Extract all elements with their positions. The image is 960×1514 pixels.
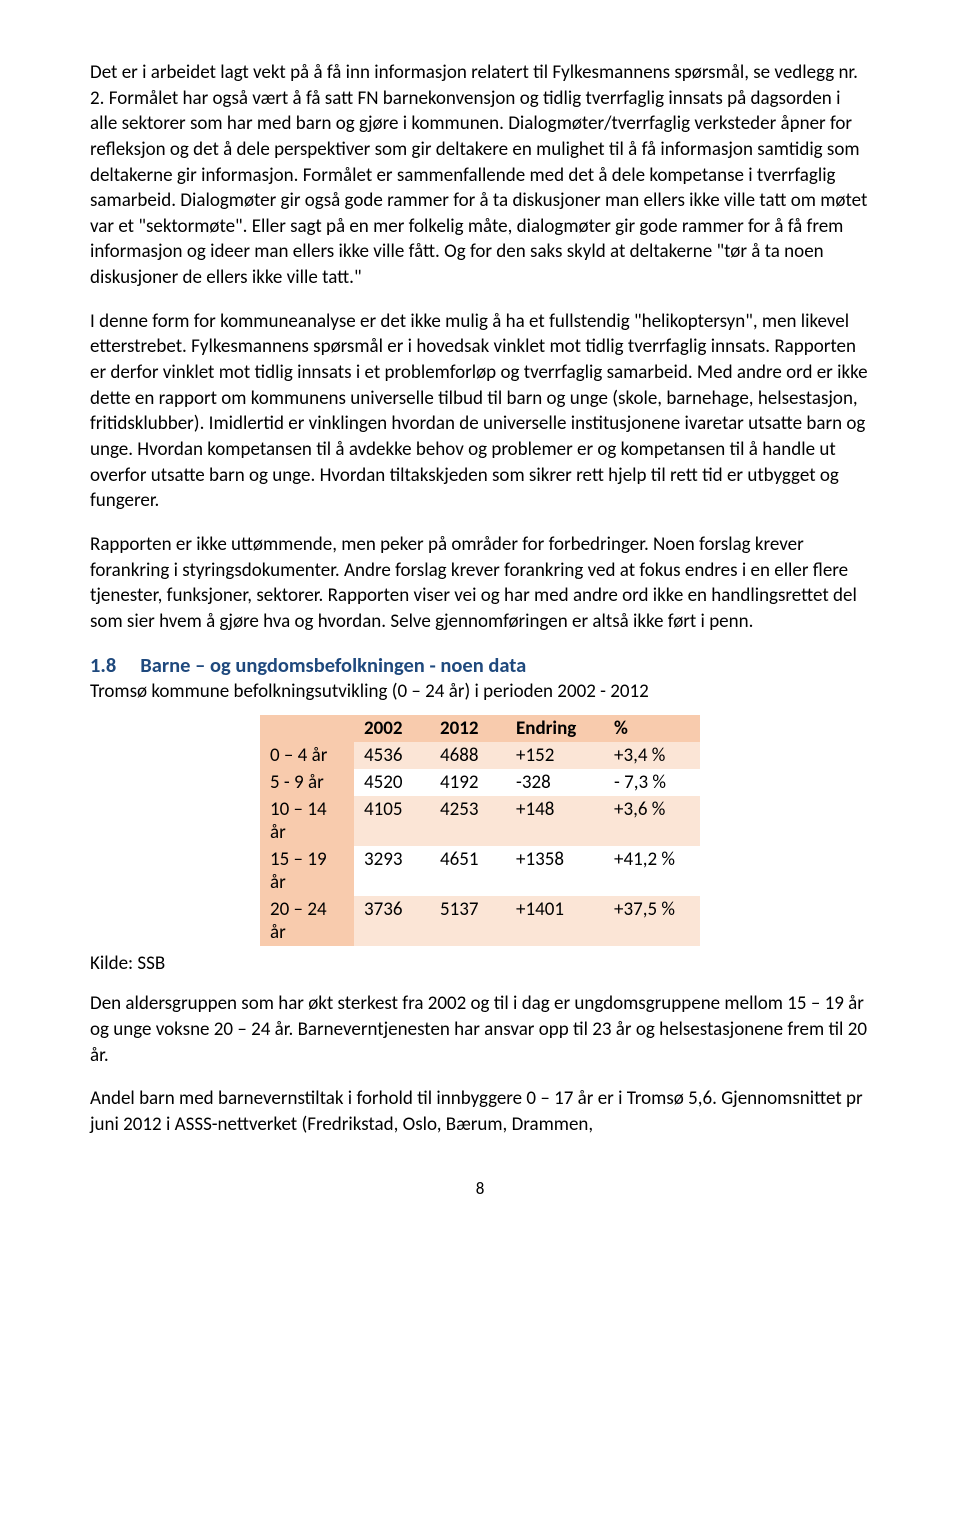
table-cell: +1358	[506, 846, 604, 896]
table-source: Kilde: SSB	[90, 952, 870, 975]
section-title: Barne – og ungdomsbefolkningen - noen da…	[140, 652, 526, 678]
table-cell: 3736	[354, 896, 430, 946]
table-cell: 4105	[354, 796, 430, 846]
table-cell: 4651	[430, 846, 506, 896]
paragraph-2: I denne form for kommuneanalyse er det i…	[90, 309, 870, 514]
table-cell: 4253	[430, 796, 506, 846]
table-cell: 3293	[354, 846, 430, 896]
paragraph-3: Rapporten er ikke uttømmende, men peker …	[90, 532, 870, 635]
section-heading: 1.8 Barne – og ungdomsbefolkningen - noen…	[90, 652, 870, 678]
table-cell: 0 – 4 år	[260, 742, 354, 769]
paragraph-4: Den aldersgruppen som har økt sterkest f…	[90, 991, 870, 1068]
table-caption: Tromsø kommune befolkningsutvikling (0 –…	[90, 680, 870, 703]
table-cell: 15 – 19 år	[260, 846, 354, 896]
table-row: 10 – 14 år41054253+148+3,6 %	[260, 796, 700, 846]
table-cell: 5137	[430, 896, 506, 946]
table-cell: -328	[506, 769, 604, 796]
col-blank	[260, 715, 354, 742]
table-body: 0 – 4 år45364688+152+3,4 %5 - 9 år452041…	[260, 742, 700, 946]
table-cell: 5 - 9 år	[260, 769, 354, 796]
table-row: 20 – 24 år37365137+1401+37,5 %	[260, 896, 700, 946]
table-cell: +3,6 %	[604, 796, 700, 846]
document-page: Det er i arbeidet lagt vekt på å få inn …	[0, 0, 960, 1239]
table-cell: +37,5 %	[604, 896, 700, 946]
paragraph-5: Andel barn med barnevernstiltak i forhol…	[90, 1086, 870, 1137]
paragraph-1: Det er i arbeidet lagt vekt på å få inn …	[90, 60, 870, 291]
section-number: 1.8	[90, 652, 116, 678]
table-cell: 4536	[354, 742, 430, 769]
table-cell: +148	[506, 796, 604, 846]
table-row: 5 - 9 år45204192-328- 7,3 %	[260, 769, 700, 796]
page-number: 8	[90, 1178, 870, 1199]
table-cell: 20 – 24 år	[260, 896, 354, 946]
table-header-row: 2002 2012 Endring %	[260, 715, 700, 742]
col-endring: Endring	[506, 715, 604, 742]
table-cell: 4520	[354, 769, 430, 796]
table-cell: +3,4 %	[604, 742, 700, 769]
col-2002: 2002	[354, 715, 430, 742]
population-table: 2002 2012 Endring % 0 – 4 år45364688+152…	[260, 715, 700, 946]
table-cell: +152	[506, 742, 604, 769]
table-cell: 4688	[430, 742, 506, 769]
table-cell: 10 – 14 år	[260, 796, 354, 846]
col-2012: 2012	[430, 715, 506, 742]
table-cell: 4192	[430, 769, 506, 796]
table-row: 15 – 19 år32934651+1358+41,2 %	[260, 846, 700, 896]
table-cell: +1401	[506, 896, 604, 946]
table-row: 0 – 4 år45364688+152+3,4 %	[260, 742, 700, 769]
table-cell: - 7,3 %	[604, 769, 700, 796]
col-percent: %	[604, 715, 700, 742]
table-cell: +41,2 %	[604, 846, 700, 896]
